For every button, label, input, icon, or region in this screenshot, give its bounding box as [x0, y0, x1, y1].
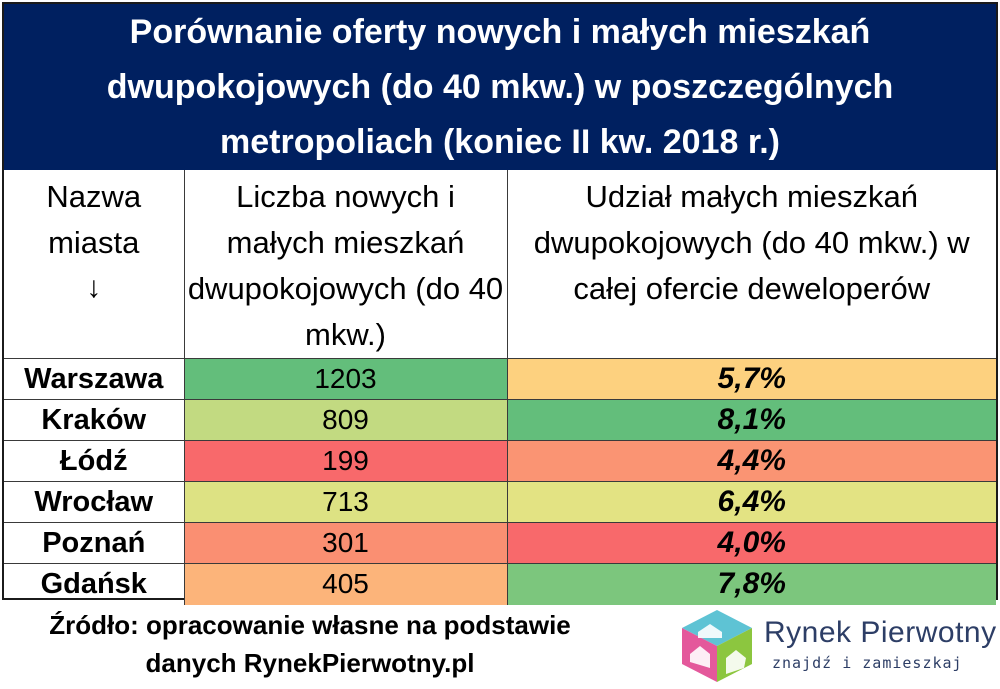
table-row: Wrocław 713 6,4%	[4, 481, 996, 523]
city-cell: Wrocław	[4, 481, 185, 523]
logo-brand-text: Rynek Pierwotny	[764, 616, 997, 649]
count-cell: 405	[183, 563, 508, 605]
header-city-label: Nazwa miasta	[46, 179, 142, 260]
logo-cube-icon	[682, 610, 752, 682]
table-title: Porównanie oferty nowych i małych mieszk…	[4, 4, 996, 170]
table-row: Gdańsk 405 7,8%	[4, 563, 996, 605]
share-cell: 5,7%	[506, 358, 996, 400]
table-row: Poznań 301 4,0%	[4, 522, 996, 564]
header-city: Nazwa miasta ↓	[4, 170, 185, 359]
count-cell: 713	[183, 481, 508, 523]
city-cell: Poznań	[4, 522, 185, 564]
table-row: Łódź 199 4,4%	[4, 440, 996, 482]
city-cell: Warszawa	[4, 358, 185, 400]
count-cell: 199	[183, 440, 508, 482]
share-cell: 6,4%	[506, 481, 996, 523]
share-cell: 4,4%	[506, 440, 996, 482]
table-row: Kraków 809 8,1%	[4, 399, 996, 441]
comparison-table: Nazwa miasta ↓ Liczba nowych i małych mi…	[4, 170, 996, 605]
city-cell: Kraków	[4, 399, 185, 441]
data-table-sheet: Porównanie oferty nowych i małych mieszk…	[2, 2, 998, 605]
table-row: Warszawa 1203 5,7%	[4, 358, 996, 400]
share-cell: 7,8%	[506, 563, 996, 605]
header-share: Udział małych mieszkań dwupokojowych (do…	[506, 170, 996, 359]
count-cell: 1203	[183, 358, 508, 400]
rynek-pierwotny-logo[interactable]: Rynek Pierwotny znajdź i zamieszkaj	[668, 604, 996, 686]
city-cell: Łódź	[4, 440, 185, 482]
share-cell: 8,1%	[506, 399, 996, 441]
header-count: Liczba nowych i małych mieszkań dwupokoj…	[183, 170, 508, 359]
source-note: Źródło: opracowanie własne na podstawie …	[49, 610, 571, 678]
count-cell: 809	[183, 399, 508, 441]
count-cell: 301	[183, 522, 508, 564]
city-cell: Gdańsk	[4, 563, 185, 605]
header-row: Nazwa miasta ↓ Liczba nowych i małych mi…	[4, 170, 996, 359]
share-cell: 4,0%	[506, 522, 996, 564]
logo-tagline: znajdź i zamieszkaj	[772, 654, 963, 672]
arrow-down-icon: ↓	[86, 271, 102, 304]
